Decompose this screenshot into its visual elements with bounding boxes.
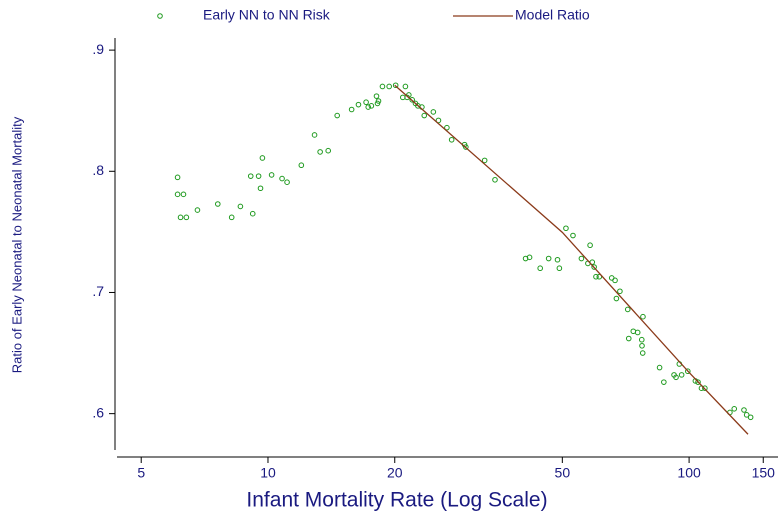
point	[638, 336, 645, 343]
y-tick-label: .8	[92, 162, 104, 178]
point	[695, 379, 701, 385]
point	[747, 414, 754, 421]
model-line	[394, 84, 749, 435]
point	[249, 210, 256, 217]
y-tick-label: .6	[92, 404, 104, 420]
point	[402, 83, 409, 90]
point	[743, 412, 750, 418]
point	[639, 350, 646, 356]
point	[624, 306, 631, 313]
point	[214, 201, 221, 207]
point	[257, 185, 264, 192]
point	[545, 255, 552, 262]
point	[363, 99, 369, 106]
point	[444, 124, 450, 131]
y-tick-label: .9	[92, 41, 104, 57]
point	[284, 179, 290, 185]
point	[639, 342, 645, 349]
point	[448, 136, 455, 143]
point	[247, 173, 254, 179]
point	[537, 265, 543, 272]
point	[593, 273, 599, 280]
point	[673, 374, 679, 381]
point	[421, 112, 428, 119]
point	[317, 149, 323, 155]
point	[180, 191, 187, 198]
point	[368, 103, 375, 109]
point	[685, 368, 691, 375]
x-tick-label: 5	[137, 465, 145, 481]
point	[365, 104, 372, 110]
point	[554, 256, 561, 263]
point	[587, 242, 593, 249]
point	[409, 97, 415, 103]
x-tick-label: 150	[752, 465, 776, 481]
x-axis-label: Infant Mortality Rate (Log Scale)	[246, 489, 547, 512]
point	[386, 83, 392, 90]
point	[463, 144, 469, 150]
x-tick-label: 50	[555, 465, 571, 481]
point	[228, 214, 235, 221]
x-tick-label: 100	[677, 465, 701, 481]
x-tick-label: 20	[387, 465, 403, 481]
legend-label: Model Ratio	[515, 7, 590, 23]
y-tick-label: .7	[92, 283, 104, 299]
point	[563, 225, 569, 232]
point	[268, 172, 275, 178]
point	[640, 313, 646, 320]
point	[634, 329, 641, 336]
legend-label: Early NN to NN Risk	[203, 7, 331, 23]
point	[556, 265, 563, 272]
point	[194, 207, 201, 213]
point	[255, 173, 262, 179]
point	[174, 191, 181, 198]
point	[625, 335, 632, 342]
x-tick-label: 10	[260, 465, 276, 481]
point	[430, 109, 437, 115]
point	[392, 82, 399, 89]
point	[435, 117, 442, 124]
point	[279, 175, 285, 182]
point	[311, 132, 318, 138]
legend-marker	[157, 13, 163, 19]
point	[298, 162, 305, 169]
point	[348, 106, 355, 113]
point	[174, 174, 181, 181]
point	[617, 288, 623, 295]
point	[334, 112, 340, 119]
point	[630, 328, 637, 335]
point	[661, 379, 667, 385]
point	[375, 98, 382, 104]
point	[325, 147, 332, 154]
point	[492, 176, 498, 183]
point	[656, 364, 663, 371]
point	[578, 255, 585, 262]
point	[373, 93, 380, 99]
y-axis-label: Ratio of Early Neonatal to Neonatal Mort…	[9, 116, 24, 373]
point	[591, 264, 597, 270]
point	[613, 295, 620, 302]
point	[355, 101, 362, 108]
point	[237, 203, 244, 210]
point	[259, 155, 266, 161]
point	[570, 232, 576, 239]
point	[678, 372, 685, 378]
point	[183, 214, 190, 221]
point	[526, 254, 533, 261]
point	[731, 406, 738, 412]
point	[177, 214, 184, 221]
point	[612, 277, 618, 284]
point	[481, 157, 488, 164]
point	[741, 407, 747, 413]
point	[702, 385, 708, 392]
point	[379, 83, 386, 90]
